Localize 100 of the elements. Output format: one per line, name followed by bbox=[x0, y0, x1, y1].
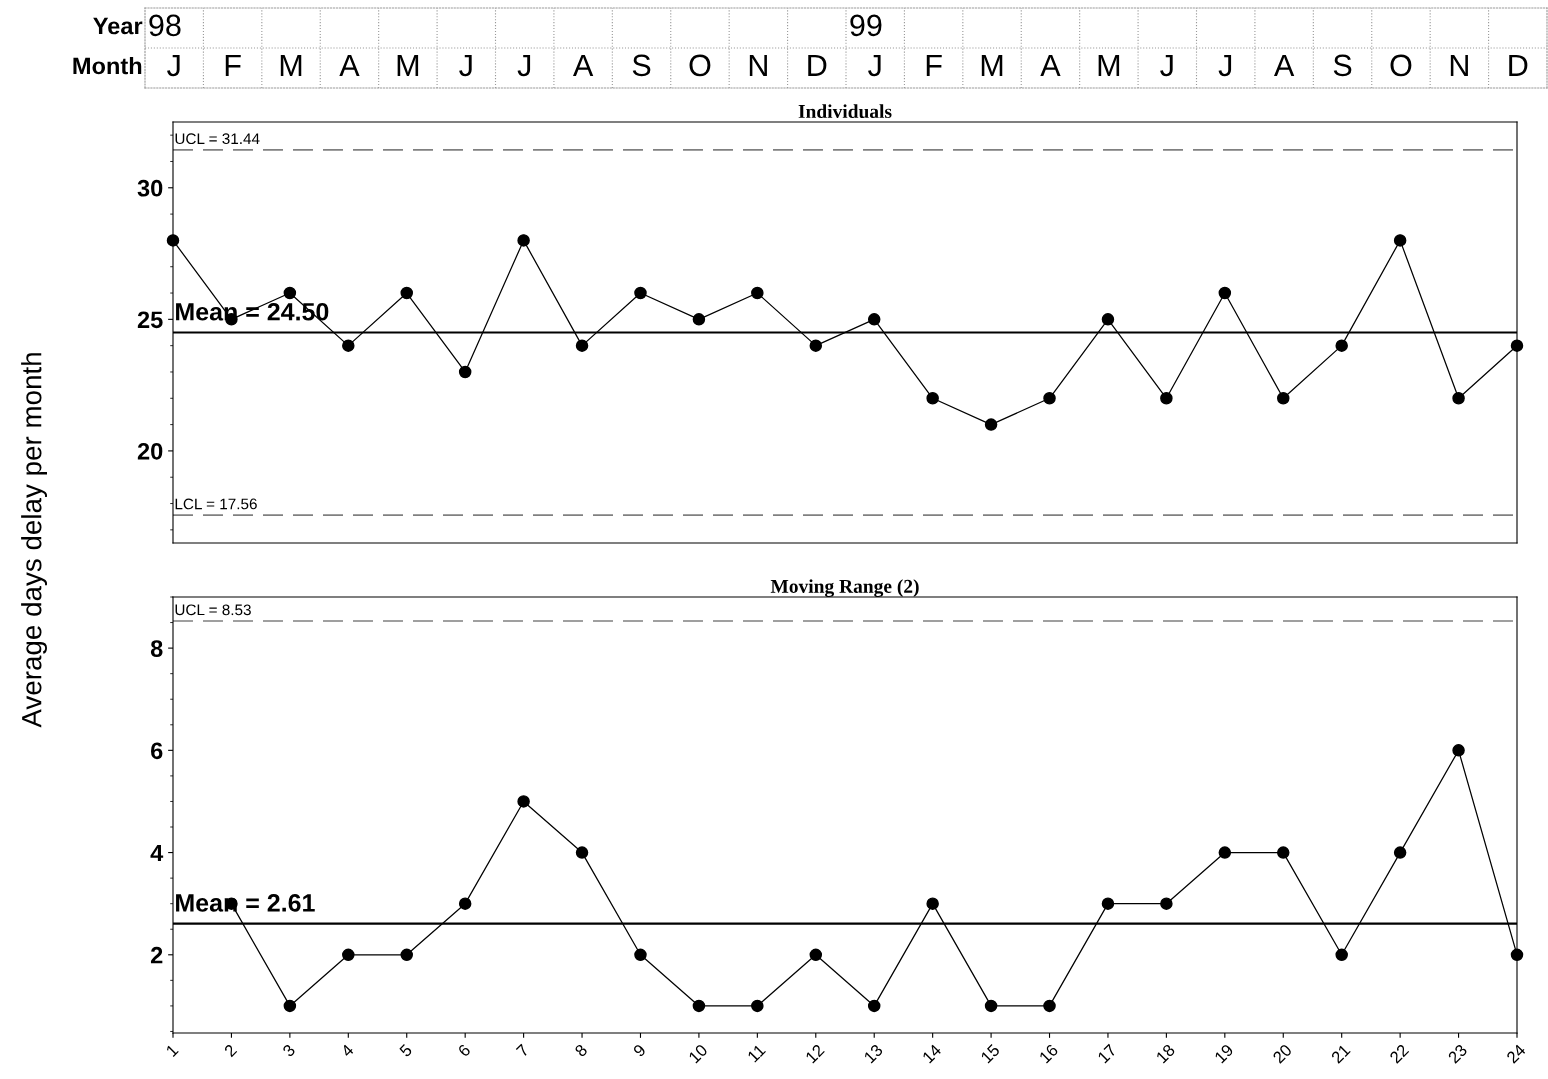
text: J bbox=[868, 54, 881, 77]
point bbox=[400, 286, 413, 300]
x-tick-label: 7 bbox=[515, 1043, 530, 1058]
point bbox=[751, 286, 764, 300]
ref-line-label: UCL = 8.53 bbox=[175, 604, 251, 616]
point bbox=[867, 999, 881, 1013]
point bbox=[809, 339, 823, 352]
point bbox=[1393, 234, 1407, 247]
x-tick-label: 13 bbox=[863, 1043, 884, 1064]
point bbox=[342, 948, 355, 962]
x-tick-label: 11 bbox=[747, 1043, 766, 1063]
point bbox=[809, 948, 823, 962]
point bbox=[926, 897, 939, 910]
x-tick-label: 14 bbox=[921, 1043, 942, 1064]
text: J bbox=[459, 54, 472, 77]
text: A bbox=[573, 54, 594, 76]
y-tick-label: 8 bbox=[150, 640, 163, 657]
text: M bbox=[1098, 54, 1120, 76]
y-tick-label: 6 bbox=[151, 742, 163, 760]
text: J bbox=[517, 54, 531, 77]
text: A bbox=[339, 54, 360, 76]
point bbox=[283, 286, 297, 300]
point bbox=[575, 846, 589, 859]
point bbox=[1277, 392, 1290, 405]
point bbox=[1452, 744, 1465, 757]
text: D bbox=[1509, 54, 1528, 76]
text: A bbox=[1274, 54, 1295, 76]
y-tick-label: 4 bbox=[150, 844, 164, 862]
x-tick-label: 24 bbox=[1505, 1043, 1527, 1064]
text: F bbox=[225, 54, 241, 76]
x-tick-label: 3 bbox=[281, 1043, 296, 1058]
point bbox=[1277, 846, 1290, 859]
text: J bbox=[167, 54, 180, 77]
x-tick-label: 4 bbox=[340, 1043, 355, 1058]
point bbox=[692, 313, 706, 326]
point bbox=[692, 999, 706, 1013]
y-tick-label: 25 bbox=[137, 311, 163, 329]
text: J bbox=[1218, 54, 1232, 77]
chart-title: Individuals bbox=[798, 104, 892, 119]
text: D bbox=[808, 54, 827, 76]
text: M bbox=[981, 54, 1003, 76]
x-tick-label: 15 bbox=[980, 1043, 1001, 1064]
point bbox=[517, 795, 530, 808]
x-tick-label: 12 bbox=[804, 1043, 825, 1064]
text: S bbox=[632, 54, 651, 77]
x-tick-label: 22 bbox=[1388, 1043, 1410, 1064]
ref-line-label: LCL = 17.56 bbox=[175, 498, 257, 510]
x-tick-label: 16 bbox=[1038, 1043, 1059, 1064]
y-tick-label: 2 bbox=[150, 946, 163, 964]
point bbox=[1335, 339, 1348, 352]
point bbox=[1218, 846, 1232, 859]
text: J bbox=[1160, 54, 1173, 77]
point bbox=[634, 948, 647, 962]
point bbox=[283, 999, 297, 1013]
point bbox=[751, 999, 764, 1013]
y-axis-title: Average days delay per month bbox=[21, 353, 47, 728]
point bbox=[1510, 948, 1524, 962]
x-tick-label: 18 bbox=[1155, 1043, 1176, 1064]
x-tick-label: 17 bbox=[1097, 1043, 1117, 1064]
x-tick-label: 5 bbox=[398, 1043, 413, 1058]
point bbox=[575, 339, 589, 352]
point bbox=[867, 313, 881, 326]
x-tick-label: 21 bbox=[1330, 1043, 1351, 1064]
point bbox=[1160, 897, 1173, 910]
text: O bbox=[1390, 54, 1412, 77]
text: 99 bbox=[850, 14, 882, 37]
x-tick-label: 9 bbox=[632, 1043, 647, 1058]
ref-line-label: UCL = 31.44 bbox=[175, 133, 260, 145]
text: S bbox=[1333, 54, 1352, 77]
text: 98 bbox=[149, 14, 181, 37]
point bbox=[1335, 948, 1348, 962]
x-tick-label: 1 bbox=[165, 1043, 179, 1057]
text: A bbox=[1040, 54, 1061, 76]
point bbox=[984, 999, 998, 1013]
y-tick-label: Month bbox=[73, 57, 142, 75]
text: F bbox=[926, 54, 942, 76]
text: M bbox=[280, 54, 302, 76]
point bbox=[1510, 339, 1524, 352]
point bbox=[1452, 392, 1465, 405]
x-tick-label: 2 bbox=[223, 1043, 238, 1058]
point bbox=[1160, 392, 1173, 405]
x-tick-label: 23 bbox=[1447, 1043, 1468, 1064]
point bbox=[634, 286, 647, 300]
point bbox=[517, 234, 530, 247]
point bbox=[166, 234, 180, 247]
point bbox=[1101, 897, 1115, 910]
x-tick-label: 19 bbox=[1213, 1043, 1234, 1064]
text: N bbox=[1450, 54, 1468, 76]
point bbox=[926, 392, 939, 405]
point bbox=[1101, 313, 1115, 326]
x-tick-label: 6 bbox=[457, 1043, 472, 1058]
point bbox=[1043, 999, 1056, 1013]
point bbox=[1043, 392, 1056, 405]
x-tick-label: 20 bbox=[1272, 1043, 1293, 1064]
text: O bbox=[689, 54, 711, 77]
point bbox=[342, 339, 355, 352]
chart-title: Moving Range (2) bbox=[770, 579, 919, 597]
text: N bbox=[749, 54, 767, 76]
point bbox=[458, 897, 472, 910]
point bbox=[458, 365, 472, 379]
